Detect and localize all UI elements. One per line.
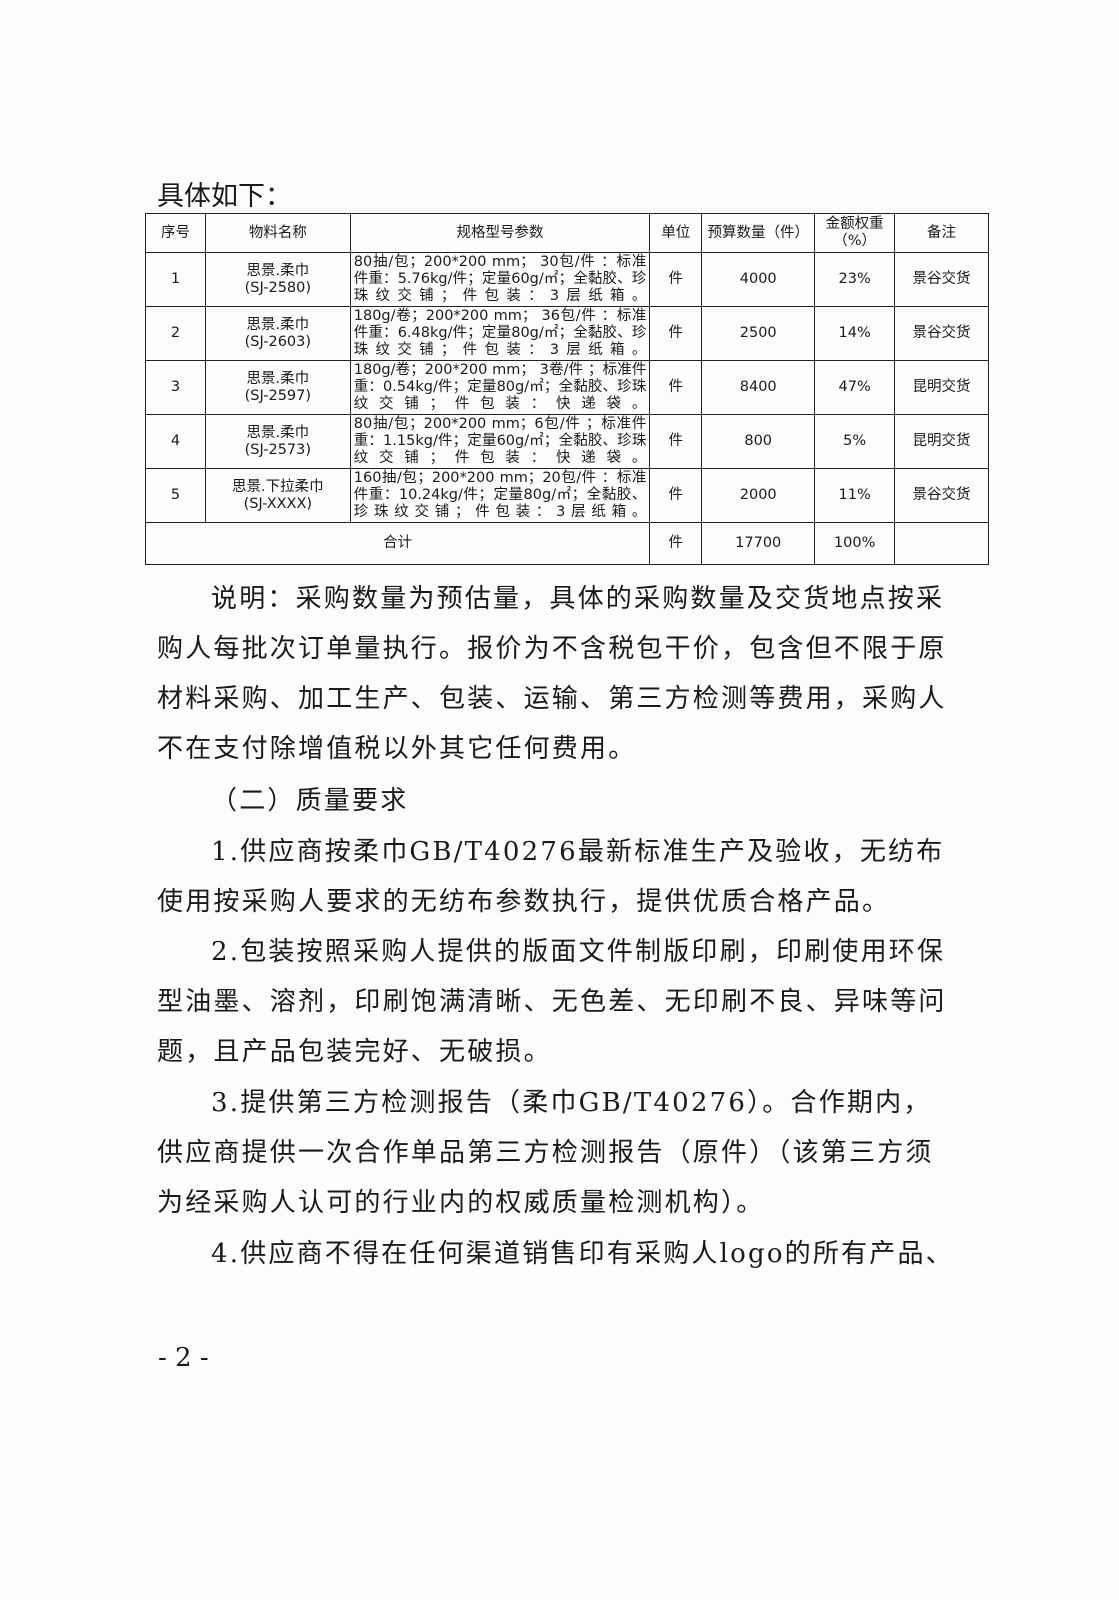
cell-qty: 8400 [701,360,816,415]
header-no: 序号 [145,213,206,253]
section-heading: （二）质量要求 [211,786,409,816]
total-weight: 100% [814,522,896,565]
table-row: 2 思景.柔巾 (SJ-2603) 180g/卷；200*200 mm； 36包/… [145,306,989,361]
paragraph-4: 4.供应商不得在任何渠道销售印有采购人logo的所有产品、 [211,1239,954,1269]
header-weight: 金额权重（%） [814,213,896,253]
paragraph-1: 1.供应商按柔巾GB/T40276最新标准生产及验收，无纺布使用按采购人要求的无… [157,837,945,917]
table-total-row: 合计 件 17700 100% [144,522,989,565]
material-code: (SJ-2573) [244,441,312,458]
header-note: 备注 [894,213,989,253]
cell-qty: 2500 [701,306,816,361]
cell-no: 2 [145,306,206,361]
cell-unit: 件 [649,414,703,469]
cell-unit: 件 [649,468,703,523]
paragraph-note: 说明：采购数量为预估量，具体的采购数量及交货地点按采购人每批次订单量执行。报价为… [157,584,947,764]
material-code: (SJ-2580) [244,279,312,296]
header-name: 物料名称 [204,213,351,253]
page-number: - 2 - [158,1343,209,1373]
cell-unit: 件 [649,360,703,415]
cell-qty: 800 [701,414,816,469]
cell-name: 思景.柔巾 (SJ-2580) [204,252,351,307]
cell-note: 昆明交货 [894,414,989,469]
cell-note: 景谷交货 [894,252,989,307]
material-code: (SJ-2597) [244,387,312,404]
paragraph-2: 2.包装按照采购人提供的版面文件制版印刷，印刷使用环保型油墨、溶剂，印刷饱满清晰… [157,937,947,1067]
material-name: 思景.柔巾 [246,316,310,333]
material-name: 思景.柔巾 [246,424,310,441]
cell-note: 昆明交货 [894,360,989,415]
cell-no: 3 [145,360,206,415]
total-label: 合计 [144,522,651,565]
cell-qty: 4000 [701,252,816,307]
cell-name: 思景.下拉柔巾 (SJ-XXXX) [204,468,351,523]
cell-spec: 180g/卷；200*200 mm； 36包/件 ：标准件重：6.48kg/件；… [349,306,651,361]
cell-name: 思景.柔巾 (SJ-2603) [204,306,351,361]
cell-name: 思景.柔巾 (SJ-2597) [204,360,351,415]
material-name: 思景.柔巾 [246,370,310,387]
material-name: 思景.下拉柔巾 [232,478,324,495]
cell-no: 4 [145,414,206,469]
cell-spec: 80抽/包；200*200 mm； 30包/件 ：标准件重：5.76kg/件；定… [349,252,651,307]
header-qty: 预算数量（件） [701,213,816,253]
total-qty: 17700 [701,522,816,565]
table-row: 5 思景.下拉柔巾 (SJ-XXXX) 160抽/包；200*200 mm；20包… [145,468,989,523]
materials-table: 序号 物料名称 规格型号参数 单位 预算数量（件） 金额权重（%） 备注 1 思… [144,213,989,565]
cell-unit: 件 [649,306,703,361]
table-row: 1 思景.柔巾 (SJ-2580) 80抽/包；200*200 mm； 30包/件… [145,252,989,307]
cell-weight: 5% [814,414,896,469]
cell-note: 景谷交货 [894,306,989,361]
table-row: 4 思景.柔巾 (SJ-2573) 80抽/包；200*200 mm；6包/件 ；… [145,414,989,469]
cell-spec: 160抽/包；200*200 mm；20包/件 ：标准件重：10.24kg/件；… [349,468,651,523]
cell-note: 景谷交货 [894,468,989,523]
total-note [894,522,989,565]
header-spec: 规格型号参数 [349,213,651,253]
cell-no: 5 [145,468,206,523]
cell-weight: 47% [814,360,896,415]
table-row: 3 思景.柔巾 (SJ-2597) 180g/卷；200*200 mm； 3卷/件… [145,360,989,415]
cell-no: 1 [145,252,206,307]
cell-qty: 2000 [701,468,816,523]
cell-weight: 23% [814,252,896,307]
intro-text: 具体如下： [157,181,292,212]
cell-spec: 180g/卷；200*200 mm； 3卷/件 ；标准件重：0.54kg/件；定… [349,360,651,415]
cell-weight: 14% [814,306,896,361]
header-unit: 单位 [649,213,703,253]
paragraph-3: 3.提供第三方检测报告（柔巾GB/T40276）。合作期内，供应商提供一次合作单… [157,1088,934,1218]
material-name: 思景.柔巾 [246,262,310,279]
cell-name: 思景.柔巾 (SJ-2573) [204,414,351,469]
cell-weight: 11% [814,468,896,523]
table-header-row: 序号 物料名称 规格型号参数 单位 预算数量（件） 金额权重（%） 备注 [145,213,989,253]
cell-unit: 件 [649,252,703,307]
material-code: (SJ-XXXX) [243,495,313,512]
material-code: (SJ-2603) [244,333,312,350]
total-unit: 件 [649,522,703,565]
cell-spec: 80抽/包；200*200 mm；6包/件 ；标准件重：1.15kg/件；定量6… [349,414,651,469]
